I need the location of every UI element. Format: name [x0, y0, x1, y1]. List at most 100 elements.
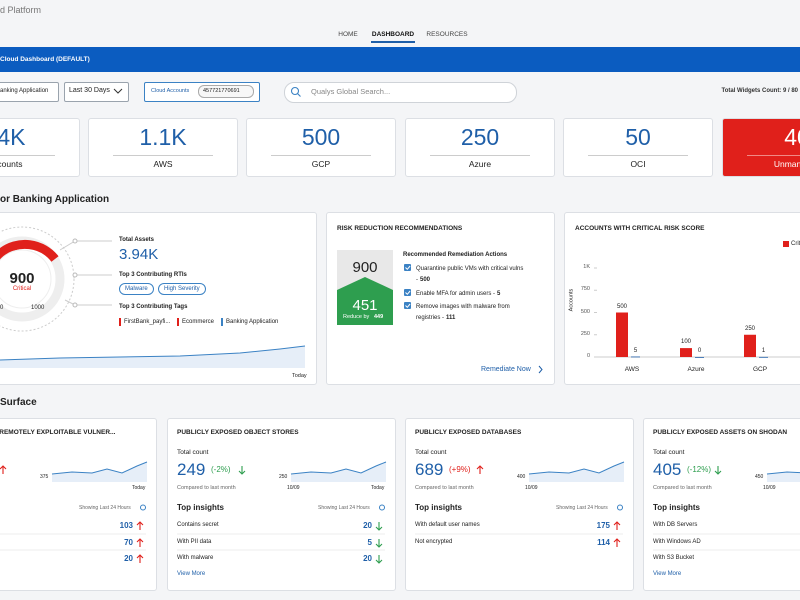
- checkbox: [404, 289, 411, 296]
- sparkline: [51, 461, 148, 475]
- window-label: Showing Last 24 Hours: [79, 505, 131, 511]
- settings-icon: [617, 504, 623, 511]
- total-assets: 3.94K: [119, 246, 159, 263]
- bar-label: 500: [616, 303, 627, 310]
- kpi-value: 94K: [0, 124, 26, 150]
- kpi-card[interactable]: [563, 118, 713, 177]
- nav-item[interactable]: DASHBOARD: [371, 31, 415, 38]
- insight-label: With PII data: [177, 539, 212, 545]
- nav-item[interactable]: RESOURCES: [426, 31, 468, 38]
- chevron: [113, 88, 123, 94]
- action-value: 111: [446, 315, 456, 321]
- insight-value: 5: [367, 538, 372, 547]
- card: [167, 418, 396, 591]
- connector-dot: [72, 302, 78, 308]
- x-tick-label: Azure: [687, 366, 705, 373]
- total-change: (-12%): [687, 465, 712, 474]
- filter-text: Last 30 Days: [69, 87, 110, 94]
- sparkline-area: [529, 462, 624, 482]
- kpi-label: AWS: [153, 159, 173, 169]
- gauge-arc: [0, 239, 59, 262]
- kpi-card[interactable]: [88, 118, 238, 177]
- view-more[interactable]: View More: [653, 571, 682, 577]
- kpi-card[interactable]: [0, 118, 80, 177]
- sparkline-area: [291, 462, 386, 482]
- kpi-card[interactable]: [246, 118, 396, 177]
- spark-tick: 250: [279, 474, 288, 480]
- checkmark: [405, 303, 411, 309]
- chevron: [538, 365, 543, 374]
- trend-arrow: [613, 538, 621, 547]
- nav-item[interactable]: HOME: [338, 31, 358, 38]
- remediate-link[interactable]: Remediate Now: [481, 366, 531, 373]
- tag: Banking Application: [221, 318, 281, 326]
- score-target: 451: [352, 297, 378, 314]
- bar: [680, 348, 692, 357]
- trend-arrow: [476, 465, 484, 474]
- y-tick-label: 500: [580, 308, 590, 315]
- date-label: Today: [132, 485, 146, 491]
- filter-box[interactable]: [64, 82, 129, 102]
- sparkline-area: [52, 462, 147, 482]
- card-title: PUBLICLY EXPOSED ASSETS ON SHODAN: [653, 429, 788, 436]
- bar-label: 100: [680, 339, 691, 346]
- trend-arrow: [375, 522, 383, 531]
- section-title: or Banking Application: [0, 194, 110, 205]
- settings-icon: [140, 504, 146, 511]
- search-placeholder[interactable]: Qualys Global Search...: [311, 87, 391, 96]
- sparkline: [290, 461, 387, 475]
- sparkline: [766, 471, 800, 475]
- gauge-label: Critical: [12, 286, 32, 292]
- label: Top 3 Contributing Tags: [119, 304, 188, 310]
- insight-label: With S3 Bucket: [653, 555, 695, 561]
- bar: [695, 357, 704, 358]
- rti-pill: Malware: [119, 283, 154, 295]
- bar: [744, 334, 756, 357]
- insights-title: Top insights: [653, 503, 700, 512]
- gauge-value: 900: [9, 270, 35, 287]
- gauge-min: 0: [0, 305, 4, 311]
- trend-arrow: [613, 521, 621, 530]
- search-icon: [297, 93, 301, 97]
- kpi-value: 500: [301, 124, 341, 150]
- label: Total Assets: [119, 237, 155, 243]
- kpi-divider: [0, 155, 55, 156]
- rti-pill: High Severity: [158, 283, 206, 295]
- kpi-divider: [588, 155, 688, 156]
- window-label: Showing Last 24 Hours: [556, 505, 608, 511]
- action-value: 5: [497, 291, 501, 297]
- filter-text: anking Application: [0, 88, 49, 94]
- insight-label: With Windows AD: [653, 539, 701, 545]
- trend-arrow: [136, 538, 144, 547]
- settings-icon: [379, 504, 385, 511]
- total-value: 249: [177, 460, 206, 479]
- card: [0, 418, 157, 591]
- section-title: Surface: [0, 397, 37, 408]
- trend-arrow: [136, 554, 144, 563]
- kpi-card[interactable]: [405, 118, 555, 177]
- insight-label: Not encrypted: [415, 539, 453, 545]
- spark-tick: 400: [517, 474, 526, 480]
- view-more[interactable]: View More: [177, 571, 206, 577]
- x-tick-label: GCP: [752, 366, 768, 373]
- kpi-card[interactable]: [722, 118, 800, 177]
- total-label: Total count: [653, 449, 685, 456]
- card: [405, 418, 634, 591]
- trend-arrow: [375, 555, 383, 564]
- total-change: (+9%): [449, 465, 471, 474]
- legend-swatch: [783, 241, 789, 247]
- search-box[interactable]: [284, 82, 517, 103]
- bar-label: 250: [744, 325, 755, 332]
- x-tick-label: AWS: [624, 366, 640, 373]
- spark-tick: 450: [755, 474, 764, 480]
- connector: [59, 240, 112, 251]
- nav-underline: [371, 41, 415, 43]
- connector-dot: [72, 272, 78, 278]
- kpi-value: 1.1K: [139, 124, 187, 150]
- trend-arrow: [714, 466, 722, 475]
- label: Top 3 Contributing RTIs: [119, 272, 187, 278]
- insight-value: 103: [119, 521, 133, 530]
- insights-title: Top insights: [177, 503, 224, 512]
- score-current: 900: [352, 259, 378, 276]
- filter-box[interactable]: [0, 82, 59, 102]
